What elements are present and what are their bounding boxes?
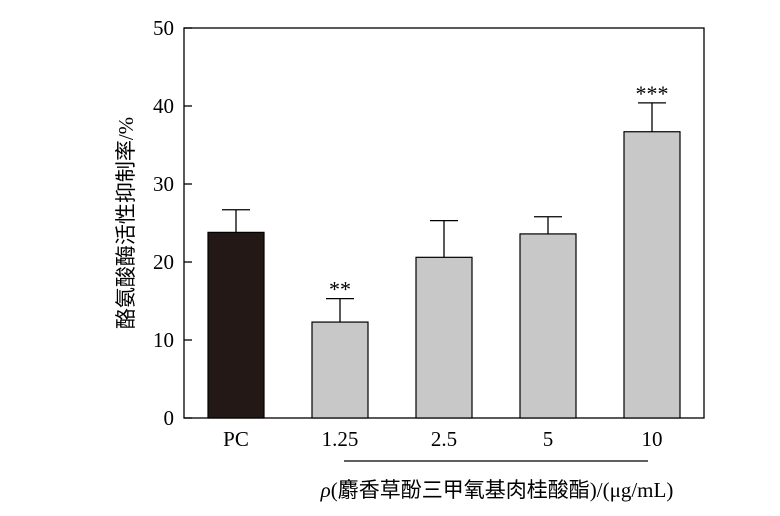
bar <box>207 231 265 419</box>
y-axis-label: 酪氨酸酶活性抑制率/% <box>114 117 138 329</box>
x-tick-label: 10 <box>642 427 663 451</box>
bar <box>623 131 681 419</box>
significance-label: *** <box>636 81 669 106</box>
bar <box>311 321 369 419</box>
y-tick-label: 50 <box>153 16 174 40</box>
bar <box>415 256 473 419</box>
significance-label: ** <box>329 277 351 302</box>
x-axis: PC 1.25 2.5 5 10 <box>223 427 662 451</box>
y-tick-label: 30 <box>153 172 174 196</box>
y-tick-label: 10 <box>153 328 174 352</box>
x-axis-label-symbol: ρ <box>320 478 331 502</box>
x-axis-label: ρ(麝香草酚三甲氧基肉桂酸酯)/(μg/mL) <box>320 478 674 502</box>
y-tick-label: 0 <box>164 406 175 430</box>
x-axis-label-text: (麝香草酚三甲氧基肉桂酸酯)/(μg/mL) <box>331 478 674 502</box>
y-axis: 0 10 20 30 40 50 <box>153 16 192 430</box>
x-tick-label: 1.25 <box>322 427 359 451</box>
bar <box>519 233 577 419</box>
error-bars <box>222 102 666 323</box>
bars <box>207 131 681 419</box>
x-tick-label: PC <box>223 427 249 451</box>
y-tick-label: 20 <box>153 250 174 274</box>
y-tick-label: 40 <box>153 94 174 118</box>
x-tick-label: 5 <box>543 427 554 451</box>
significance-marks: ***** <box>329 81 669 302</box>
x-tick-label: 2.5 <box>431 427 457 451</box>
